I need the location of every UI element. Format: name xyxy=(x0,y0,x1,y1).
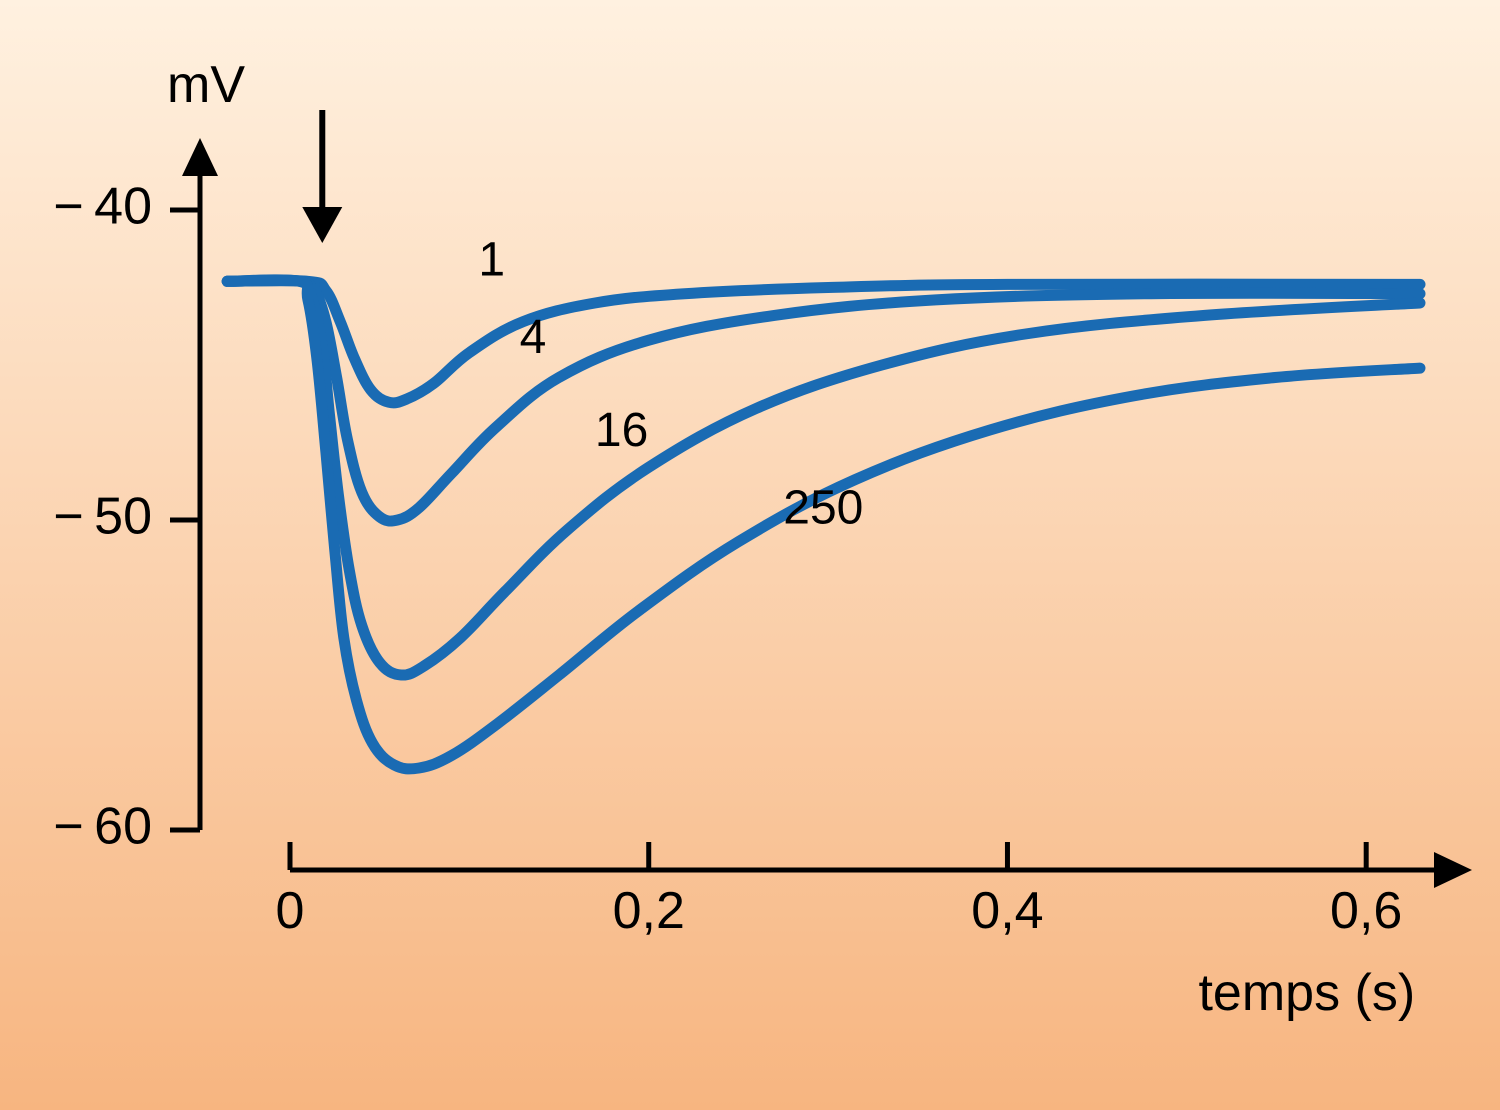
chart-background xyxy=(0,0,1500,1110)
curve-label-1: 1 xyxy=(478,233,505,286)
y-tick-label: − 60 xyxy=(53,798,152,856)
x-axis-label: temps (s) xyxy=(1198,964,1415,1022)
membrane-potential-chart: − 40 − 50 − 60 mV 0 0,2 0,4 0,6 temps (s) 14 16 250 xyxy=(0,0,1500,1110)
x-tick-label: 0,4 xyxy=(971,882,1043,940)
x-tick-label: 0 xyxy=(276,882,305,940)
curve-label-16: 16 xyxy=(595,404,648,457)
curve-label-250: 250 xyxy=(783,481,863,534)
y-tick-label: − 40 xyxy=(53,178,152,236)
x-tick-label: 0,2 xyxy=(613,882,685,940)
y-tick-label: − 50 xyxy=(53,488,152,546)
x-tick-label: 0,6 xyxy=(1330,882,1402,940)
curve-label-4: 4 xyxy=(520,311,547,364)
y-axis-label: mV xyxy=(167,56,245,114)
